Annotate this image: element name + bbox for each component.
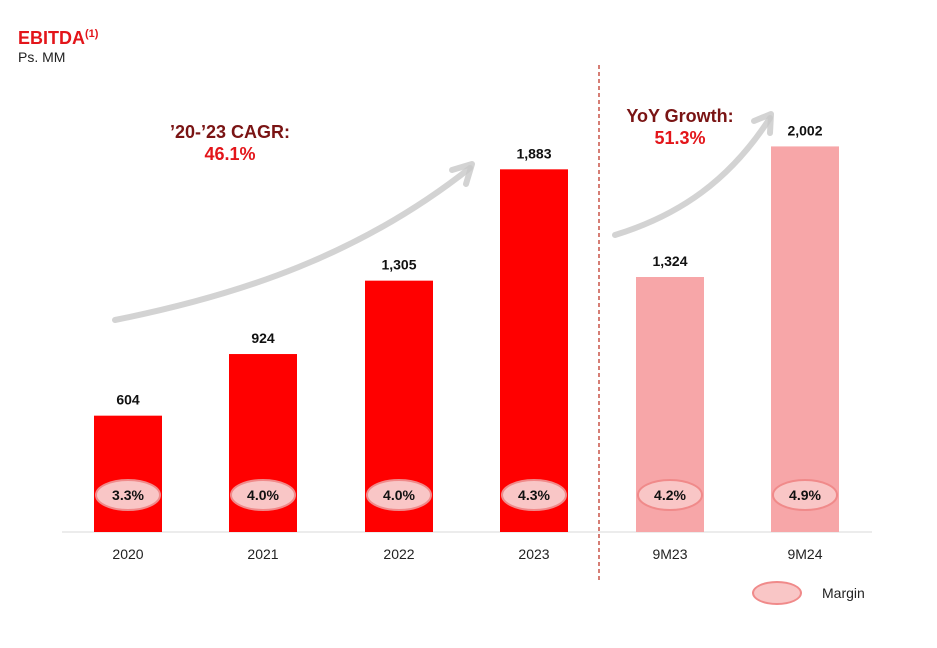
value-label-9M24: 2,002 [787, 122, 822, 138]
cagr-arrowhead [449, 161, 475, 187]
margin-legend-label: Margin [822, 585, 865, 601]
margin-legend-swatch [752, 581, 802, 605]
margin-label-2020: 3.3% [112, 487, 144, 503]
margin-label-2022: 4.0% [383, 487, 415, 503]
yoy-arrowhead [751, 111, 774, 136]
margin-bubble-2021 [230, 479, 296, 511]
margin-bubble-9M24 [772, 479, 838, 511]
margin-label-9M23: 4.2% [654, 487, 686, 503]
value-label-9M23: 1,324 [652, 253, 687, 269]
bar-9M24 [771, 146, 839, 532]
value-label-2021: 924 [251, 330, 275, 346]
x-tick-2020: 2020 [112, 546, 143, 562]
x-tick-2022: 2022 [383, 546, 414, 562]
margin-label-9M24: 4.9% [789, 487, 821, 503]
margin-bubble-2020 [95, 479, 161, 511]
value-label-2020: 604 [116, 392, 140, 408]
margin-bubble-2022 [366, 479, 432, 511]
legend: Margin [752, 580, 865, 606]
yoy-annotation: YoY Growth: 51.3% [605, 105, 755, 149]
cagr-value: 46.1% [204, 144, 256, 164]
cagr-annotation: ’20-’23 CAGR: 46.1% [150, 121, 310, 165]
margin-bubble-9M23 [637, 479, 703, 511]
x-tick-2021: 2021 [247, 546, 278, 562]
value-label-2023: 1,883 [516, 145, 551, 161]
yoy-label: YoY Growth: [626, 106, 734, 126]
bar-2020 [94, 415, 162, 532]
x-tick-9M24: 9M24 [787, 546, 822, 562]
margin-label-2021: 4.0% [247, 487, 279, 503]
cagr-growth-arrow [112, 165, 473, 323]
yoy-growth-arrow [612, 115, 773, 238]
x-tick-9M23: 9M23 [652, 546, 687, 562]
bar-2023 [500, 169, 568, 532]
chart-title: EBITDA(1) [18, 28, 99, 48]
margin-bubble-2023 [501, 479, 567, 511]
margin-label-2023: 4.3% [518, 487, 550, 503]
chart-unit-label: Ps. MM [18, 49, 66, 65]
cagr-label: ’20-’23 CAGR: [169, 122, 291, 142]
value-label-2022: 1,305 [381, 257, 416, 273]
x-tick-2023: 2023 [518, 546, 549, 562]
yoy-value: 51.3% [654, 128, 706, 148]
title-footnote: (1) [85, 28, 99, 40]
